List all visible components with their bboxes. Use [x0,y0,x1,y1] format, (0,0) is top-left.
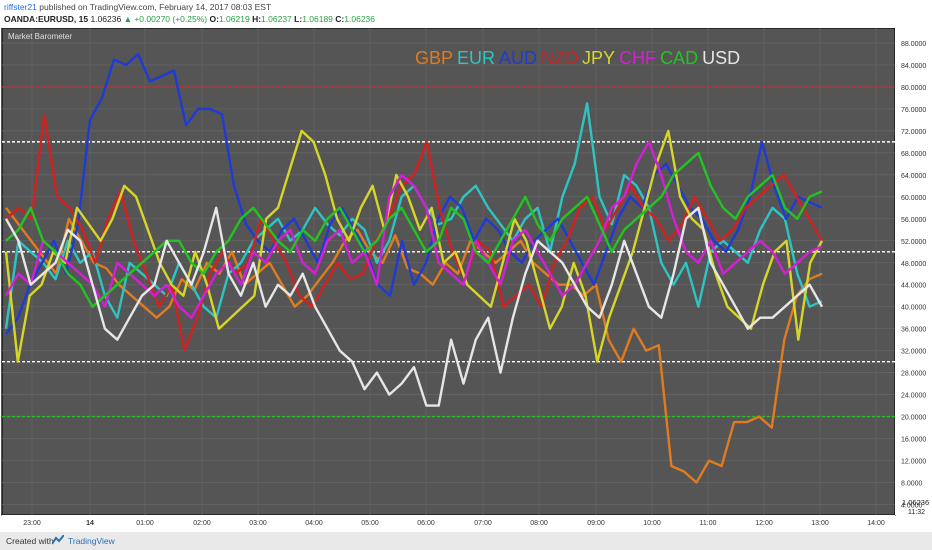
high-label: H: [252,14,262,24]
series-line-chf [4,140,823,319]
y-tick-label: 8.0000 [901,481,923,488]
time-axis [2,515,895,532]
y-tick-label: 60.0000 [901,195,926,202]
x-tick-label: 06:00 [417,520,435,527]
y-tick-label: 4.0000 [901,503,923,510]
series-line-gbp [5,207,823,484]
series-line-cad [5,151,823,308]
legend-jpy: JPY [582,48,615,68]
y-tick-label: 28.0000 [901,371,926,378]
symbol-change: ▲ +0.00270 (+0.25%) [123,14,208,24]
market-barometer-chart: Market Barometer GBP EUR AUD NZD JPY CHF CAD US… [0,28,932,532]
y-tick-label: 56.0000 [901,217,926,224]
high-value: 1.06237 [261,14,292,24]
indicator-title: Market Barometer [8,32,72,41]
x-tick-label: 05:00 [361,520,379,527]
legend-cad: CAD [660,48,698,68]
x-tick-label: 23:00 [23,520,41,527]
open-label: O: [209,14,219,24]
reference-lines [2,86,895,418]
x-tick-label: 02:00 [193,520,211,527]
legend-chf: CHF [619,48,656,68]
series-line-jpy [4,129,824,363]
legend-aud: AUD [499,48,537,68]
legend-eur: EUR [457,48,495,68]
x-tick-label: 13:00 [811,520,829,527]
symbol-price: 1.06236 [90,14,122,24]
bar-countdown: 11:32 [908,509,925,516]
close-value: 1.06236 [344,14,376,24]
y-tick-label: 48.0000 [901,261,926,268]
publish-header: riffster21 published on TradingView.com,… [4,2,271,12]
y-tick-label: 76.0000 [901,107,926,114]
author-link[interactable]: riffster21 [4,2,37,12]
publish-info: published on TradingView.com, February 1… [39,2,272,12]
y-tick-label: 32.0000 [901,349,926,356]
series-line-aud [5,52,823,335]
y-tick-label: 24.0000 [901,393,926,400]
y-tick-label: 64.0000 [901,173,926,180]
close-label: C: [335,14,345,24]
x-axis-ticks: 23:00 14 01:00 02:00 03:00 04:00 05:00 06:00 07:… [23,520,885,527]
tradingview-logo-icon [52,535,64,545]
x-tick-label: 14:00 [867,520,885,527]
series-line-usd [4,206,824,407]
footer: Created with TradingView [0,532,932,550]
current-price-label: 1.06236 [902,498,929,507]
series-lines [4,52,824,484]
x-tick-label: 12:00 [755,520,773,527]
y-tick-label: 80.0000 [901,85,926,92]
y-tick-label: 16.0000 [901,437,926,444]
low-value: 1.06189 [302,14,333,24]
tradingview-link[interactable]: TradingView [68,536,115,546]
x-tick-label: 07:00 [474,520,492,527]
symbol-line: OANDA:EURUSD, 15 1.06236 ▲ +0.00270 (+0.… [4,14,375,24]
legend-gbp: GBP [415,48,453,68]
symbol-name: OANDA:EURUSD, 15 [4,14,89,24]
x-tick-label: 09:00 [587,520,605,527]
price-axis [895,28,932,515]
y-tick-label: 12.0000 [901,459,926,466]
y-tick-label: 40.0000 [901,305,926,312]
y-tick-label: 44.0000 [901,283,926,290]
x-tick-label: 04:00 [305,520,323,527]
y-tick-label: 20.0000 [901,415,926,422]
legend-nzd: NZD [541,48,578,68]
open-value: 1.06219 [218,14,250,24]
y-tick-label: 68.0000 [901,151,926,158]
x-tick-label: 01:00 [136,520,154,527]
y-tick-label: 72.0000 [901,129,926,136]
x-tick-label: 11:00 [700,520,717,527]
y-tick-label: 88.0000 [901,41,926,48]
legend: GBP EUR AUD NZD JPY CHF CAD USD [415,48,740,68]
x-tick-label: 08:00 [530,520,548,527]
y-tick-label: 52.0000 [901,239,926,246]
x-tick-label: 14 [86,520,94,527]
legend-usd: USD [702,48,740,68]
created-with-text: Created with [6,536,54,546]
grid [2,28,895,515]
low-label: L: [294,14,303,24]
y-tick-label: 84.0000 [901,63,926,70]
x-tick-label: 03:00 [249,520,267,527]
y-tick-label: 36.0000 [901,327,926,334]
y-axis-ticks: 88.0000 84.0000 80.0000 76.0000 72.0000 68.00… [901,41,926,510]
x-tick-label: 10:00 [643,520,661,527]
